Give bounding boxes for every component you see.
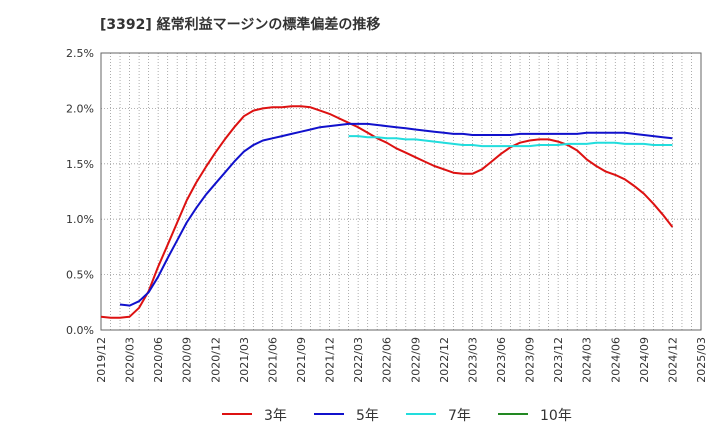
legend-label: 7年 xyxy=(448,408,471,424)
x-tick-label: 2020/12 xyxy=(209,337,222,383)
x-tick-label: 2023/12 xyxy=(552,337,565,383)
y-tick-label: 1.0% xyxy=(66,213,94,226)
x-tick-label: 2022/03 xyxy=(352,337,365,383)
legend-item: 5年 xyxy=(314,408,379,424)
series-line-3年 xyxy=(100,105,674,319)
x-tick-label: 2023/03 xyxy=(466,337,479,383)
x-tick-label: 2023/09 xyxy=(524,337,537,383)
series-line-7年 xyxy=(348,135,673,148)
grid-layer xyxy=(101,52,701,330)
series-layer xyxy=(100,105,674,319)
y-tick-label: 2.0% xyxy=(66,102,94,115)
x-tick-label: 2024/12 xyxy=(666,337,679,383)
x-tick-label: 2019/12 xyxy=(95,337,108,383)
x-tick-label: 2020/03 xyxy=(124,337,137,383)
y-tick-label: 0.0% xyxy=(66,324,94,337)
x-tick-label: 2021/03 xyxy=(238,337,251,383)
y-tick-label: 1.5% xyxy=(66,158,94,171)
x-tick-label: 2022/06 xyxy=(381,337,394,383)
legend-label: 5年 xyxy=(356,408,379,424)
plot-area xyxy=(101,53,701,330)
x-tick-label: 2020/06 xyxy=(152,337,165,383)
x-tick-label: 2022/09 xyxy=(409,337,422,383)
series-line-5年 xyxy=(119,122,673,307)
legend-label: 3年 xyxy=(264,408,287,424)
axis-layer: 0.0% 0.5% 1.0% 1.5% 2.0% 2.5% 2019/12 2020/03 20… xyxy=(66,47,708,383)
x-tick-label: 2022/12 xyxy=(438,337,451,383)
legend-label: 10年 xyxy=(540,408,572,424)
x-tick-label: 2024/09 xyxy=(638,337,651,383)
x-tick-label: 2023/06 xyxy=(495,337,508,383)
legend-item: 7年 xyxy=(406,408,471,424)
x-tick-label: 2021/06 xyxy=(266,337,279,383)
x-tick-label: 2024/06 xyxy=(609,337,622,383)
x-tick-label: 2020/09 xyxy=(181,337,194,383)
legend: 3年 5年 7年 10年 xyxy=(222,408,572,424)
y-tick-label: 2.5% xyxy=(66,47,94,60)
x-tick-label: 2021/09 xyxy=(295,337,308,383)
y-tick-label: 0.5% xyxy=(66,269,94,282)
legend-item: 10年 xyxy=(498,408,572,424)
chart-title: [3392] 経常利益マージンの標準偏差の推移 xyxy=(100,17,381,33)
plot-border xyxy=(100,52,702,331)
legend-item: 3年 xyxy=(222,408,287,424)
x-tick-label: 2021/12 xyxy=(324,337,337,383)
x-tick-label: 2024/03 xyxy=(581,337,594,383)
x-tick-label: 2025/03 xyxy=(695,337,708,383)
